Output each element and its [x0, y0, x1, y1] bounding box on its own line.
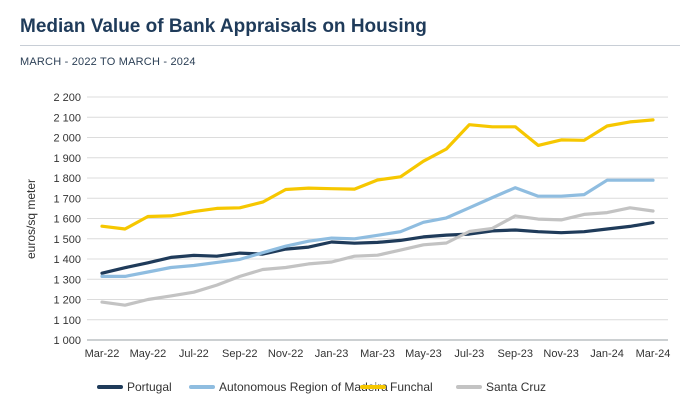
y-tick-label: 1 900: [53, 153, 81, 165]
chart-title: Median Value of Bank Appraisals on Housi…: [20, 16, 427, 37]
y-tick-label: 1 000: [53, 335, 81, 347]
y-axis-label: euros/sq meter: [24, 179, 38, 259]
x-tick-label: Nov-22: [268, 348, 303, 360]
y-tick-label: 1 400: [53, 254, 81, 266]
series-line: [100, 221, 655, 275]
y-tick-label: 1 800: [53, 173, 81, 185]
x-tick-label: Jul-22: [179, 348, 209, 360]
legend-item: Santa Cruz: [456, 380, 546, 394]
legend-label: Autonomous Region of Madeira: [219, 380, 388, 394]
y-tick-label: 1 200: [53, 295, 81, 307]
chart-subtitle: MARCH - 2022 TO MARCH - 2024: [20, 56, 196, 68]
x-tick-label: May-23: [405, 348, 442, 360]
legend: Portugal Autonomous Region of Madeira Func…: [97, 380, 546, 394]
x-tick-label: Jul-23: [454, 348, 484, 360]
x-tick-label: Sep-22: [222, 348, 257, 360]
legend-label: Funchal: [390, 380, 433, 394]
y-tick-label: 1 700: [53, 193, 81, 205]
y-tick-label: 1 100: [53, 315, 81, 327]
legend-item: Portugal: [97, 380, 172, 394]
x-tick-label: Mar-22: [85, 348, 120, 360]
grid-lines: [87, 96, 668, 341]
x-tick-label: Sep-23: [498, 348, 533, 360]
y-tick-label: 1 500: [53, 234, 81, 246]
legend-label: Santa Cruz: [486, 380, 546, 394]
x-tick-label: Jan-23: [315, 348, 349, 360]
x-tick-label: Jan-24: [590, 348, 624, 360]
x-axis: Mar-22 May-22 Jul-22 Sep-22 Nov-22 Jan-23 Mar-…: [85, 348, 671, 360]
series-lines: [100, 118, 655, 307]
y-tick-label: 2 200: [53, 92, 81, 104]
y-axis: 1 000 1 100 1 200 1 300 1 400 1 500 1 600 1 700…: [53, 92, 81, 347]
series-line: [100, 178, 655, 278]
title-divider: [20, 45, 680, 46]
legend-item: Funchal: [360, 380, 433, 394]
y-tick-label: 1 600: [53, 214, 81, 226]
legend-item: Autonomous Region of Madeira: [189, 380, 388, 394]
y-tick-label: 2 000: [53, 133, 81, 145]
x-tick-label: Mar-23: [360, 348, 395, 360]
series-line: [100, 118, 655, 231]
legend-label: Portugal: [127, 380, 172, 394]
x-tick-label: Nov-23: [543, 348, 578, 360]
x-tick-label: Mar-24: [636, 348, 671, 360]
series-line: [100, 206, 655, 307]
y-tick-label: 1 300: [53, 274, 81, 286]
x-tick-label: May-22: [130, 348, 167, 360]
y-tick-label: 2 100: [53, 112, 81, 124]
